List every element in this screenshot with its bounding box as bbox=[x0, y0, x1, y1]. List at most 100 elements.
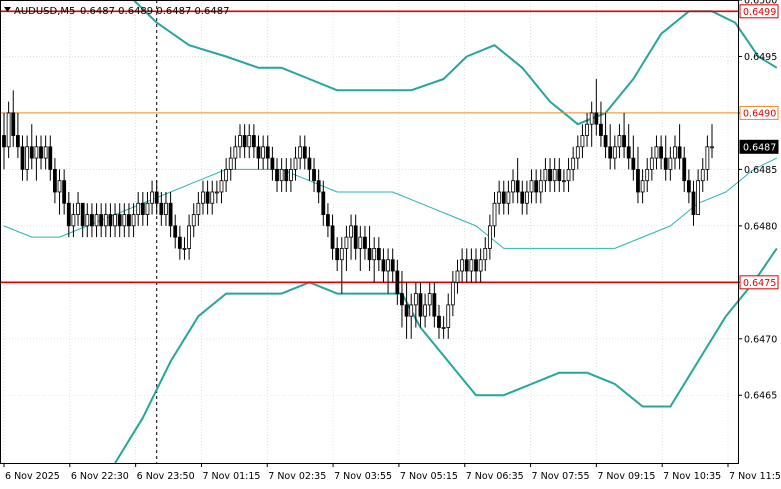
candle-body bbox=[427, 293, 432, 306]
levels-layer bbox=[0, 10, 738, 284]
candle-body bbox=[307, 157, 312, 170]
price-tag-box bbox=[739, 139, 779, 154]
candle-body bbox=[589, 112, 594, 125]
candle-body bbox=[275, 168, 279, 182]
candle bbox=[413, 282, 418, 328]
candle-body bbox=[400, 293, 404, 306]
candle-body bbox=[649, 157, 654, 170]
candle bbox=[506, 180, 511, 215]
candle bbox=[99, 203, 104, 238]
candle bbox=[437, 304, 441, 339]
candle-body bbox=[663, 157, 668, 170]
candle bbox=[673, 135, 677, 170]
candle-body bbox=[48, 146, 53, 170]
candle-body bbox=[150, 191, 154, 204]
candle bbox=[242, 124, 247, 159]
candle-body bbox=[335, 248, 340, 261]
candle bbox=[39, 135, 43, 170]
candle-body bbox=[603, 135, 608, 148]
candle-body bbox=[34, 146, 39, 159]
price-tag-current: 0.6487 bbox=[739, 139, 779, 154]
candle-body bbox=[62, 180, 67, 204]
candle-body bbox=[173, 225, 178, 238]
x-tick-label: 7 Nov 09:15 bbox=[597, 471, 655, 482]
candle bbox=[663, 135, 668, 181]
candle-body bbox=[418, 293, 423, 317]
candle bbox=[191, 203, 196, 238]
candle bbox=[441, 316, 446, 339]
x-tick-label: 7 Nov 03:55 bbox=[334, 471, 392, 482]
candle bbox=[515, 158, 520, 204]
candle-body bbox=[349, 225, 353, 238]
candle bbox=[210, 180, 215, 215]
candle bbox=[335, 237, 340, 272]
candle-body bbox=[242, 135, 247, 148]
candle-body bbox=[515, 180, 520, 193]
candle bbox=[478, 248, 483, 283]
candle bbox=[487, 214, 492, 260]
price-tag-support: 0.6475 bbox=[739, 275, 779, 290]
candle-body bbox=[617, 135, 622, 148]
dropdown-triangle-icon[interactable] bbox=[4, 7, 11, 12]
candle bbox=[233, 135, 238, 170]
x-tick-label: 7 Nov 07:55 bbox=[532, 471, 590, 482]
candle-body bbox=[487, 225, 492, 249]
candle bbox=[612, 135, 617, 170]
candle bbox=[626, 124, 631, 170]
candle bbox=[321, 180, 326, 226]
candle-body bbox=[57, 180, 62, 193]
candle bbox=[358, 225, 363, 272]
candle-body bbox=[580, 135, 585, 148]
candle-body bbox=[441, 327, 446, 329]
x-tick-label: 6 Nov 2025 bbox=[5, 471, 60, 482]
candle bbox=[483, 237, 488, 272]
price-tag-box bbox=[739, 105, 779, 120]
candle bbox=[113, 203, 117, 238]
candle bbox=[66, 191, 71, 238]
candle-body bbox=[626, 146, 631, 159]
candle bbox=[409, 293, 414, 339]
candle bbox=[339, 237, 344, 294]
price-tag-label: 0.6490 bbox=[743, 108, 776, 119]
time-axis[interactable]: 6 Nov 2025 6 Nov 22:30 6 Nov 23:50 7 Nov 01… bbox=[3, 463, 781, 482]
candle bbox=[11, 90, 16, 147]
candle bbox=[214, 180, 219, 204]
candle bbox=[34, 135, 39, 181]
x-tick-label: 6 Nov 23:50 bbox=[137, 471, 195, 482]
candle-body bbox=[136, 202, 141, 215]
candle-body bbox=[238, 135, 242, 148]
candle-body bbox=[321, 191, 326, 215]
candle-body bbox=[71, 214, 76, 227]
candle-body bbox=[177, 236, 182, 249]
candle-body bbox=[154, 191, 159, 204]
y-tick-label: 0.6500 bbox=[744, 0, 777, 7]
candle-body bbox=[575, 146, 580, 159]
candle-body bbox=[108, 214, 113, 227]
candle-body bbox=[293, 157, 298, 170]
candle-body bbox=[219, 180, 224, 193]
y-tick-label: 0.6470 bbox=[744, 334, 777, 345]
candle-body bbox=[298, 146, 303, 159]
candle bbox=[631, 135, 636, 181]
candle-body bbox=[103, 214, 108, 227]
candle bbox=[62, 169, 67, 215]
candle-body bbox=[413, 293, 418, 306]
candle bbox=[469, 248, 474, 283]
candle bbox=[427, 282, 432, 317]
candle bbox=[677, 124, 682, 170]
candle-body bbox=[15, 135, 20, 148]
candle-body bbox=[20, 146, 25, 170]
candle bbox=[238, 124, 242, 159]
candle-body bbox=[520, 191, 525, 204]
candle bbox=[418, 282, 423, 328]
candle bbox=[645, 158, 650, 192]
x-tick-label: 7 Nov 02:35 bbox=[268, 471, 326, 482]
candle bbox=[562, 169, 566, 192]
candle-body bbox=[534, 180, 539, 193]
candle bbox=[691, 180, 696, 226]
candle-body bbox=[279, 168, 284, 182]
candle-body bbox=[381, 259, 386, 272]
candle-body bbox=[99, 214, 104, 227]
candle bbox=[307, 146, 312, 181]
candle bbox=[446, 293, 451, 339]
